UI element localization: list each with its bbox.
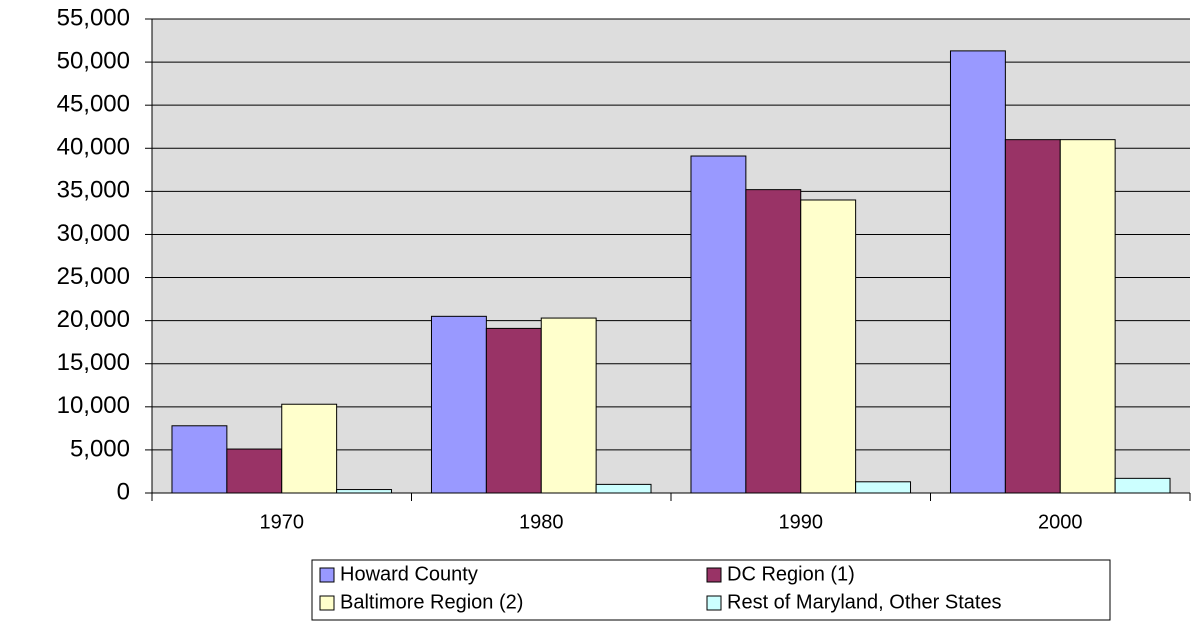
bar [430, 315, 487, 494]
y-tick-label: 35,000 [57, 177, 130, 204]
legend-swatch [706, 595, 722, 611]
bar [1059, 139, 1116, 494]
y-tick-label: 50,000 [57, 47, 130, 74]
y-tick-label: 45,000 [57, 91, 130, 118]
legend-label: DC Region (1) [727, 563, 855, 585]
legend-swatch [319, 567, 335, 583]
y-tick-label: 0 [117, 478, 130, 505]
bar [336, 489, 393, 494]
x-tick-label: 1970 [260, 511, 305, 533]
legend-swatch [706, 567, 722, 583]
y-tick-label: 40,000 [57, 134, 130, 161]
bar [745, 189, 802, 494]
bar [595, 483, 652, 494]
bar [690, 155, 747, 494]
y-tick-label: 55,000 [57, 4, 130, 31]
bar [855, 481, 912, 494]
bar [1004, 139, 1061, 494]
bar [171, 425, 228, 494]
y-tick-label: 10,000 [57, 392, 130, 419]
bar [226, 448, 283, 494]
bar [800, 199, 857, 494]
legend-label: Rest of Maryland, Other States [727, 591, 1002, 613]
x-tick-label: 1990 [779, 511, 824, 533]
x-tick-label: 2000 [1038, 511, 1083, 533]
bar [1114, 477, 1171, 494]
legend-label: Baltimore Region (2) [340, 591, 523, 613]
y-tick-label: 15,000 [57, 349, 130, 376]
legend-label: Howard County [340, 563, 478, 585]
bar [949, 50, 1006, 494]
bar [281, 403, 338, 494]
bar [485, 327, 542, 494]
legend-swatch [319, 595, 335, 611]
bar [540, 317, 597, 494]
y-tick-label: 20,000 [57, 306, 130, 333]
x-tick-label: 1980 [519, 511, 564, 533]
y-tick-label: 5,000 [70, 435, 130, 462]
y-tick-label: 30,000 [57, 220, 130, 247]
y-tick-label: 25,000 [57, 263, 130, 290]
